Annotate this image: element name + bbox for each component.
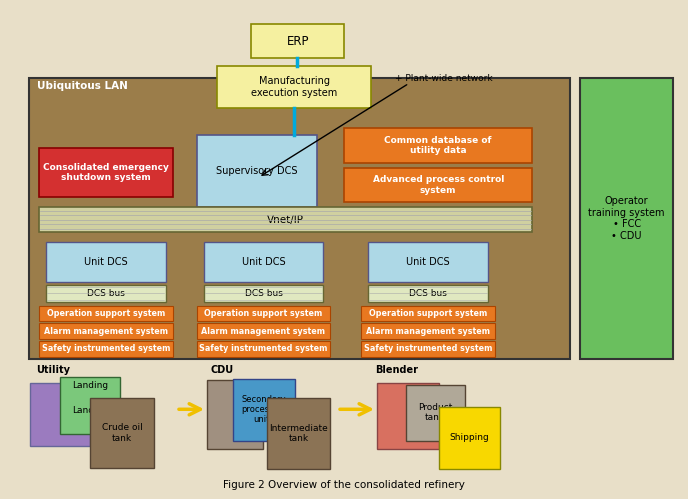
Text: Landing: Landing [72,381,108,390]
Text: Alarm management system: Alarm management system [366,327,490,336]
Text: Ubiquitous LAN: Ubiquitous LAN [37,81,128,91]
Text: ERP: ERP [286,34,309,47]
Text: Secondary
processing
units: Secondary processing units [241,395,287,425]
FancyBboxPatch shape [377,383,438,449]
Text: Figure 2 Overview of the consolidated refinery: Figure 2 Overview of the consolidated re… [223,480,465,490]
Text: Landing: Landing [72,406,108,415]
FancyBboxPatch shape [29,78,570,359]
FancyBboxPatch shape [361,341,495,357]
Text: Operation support system: Operation support system [204,309,323,318]
FancyBboxPatch shape [39,341,173,357]
Text: Supervisory DCS: Supervisory DCS [216,166,297,176]
Text: DCS bus: DCS bus [87,289,125,298]
Text: Alarm management system: Alarm management system [202,327,325,336]
FancyBboxPatch shape [60,377,120,434]
Text: Operator
training system
• FCC
• CDU: Operator training system • FCC • CDU [588,196,665,241]
FancyBboxPatch shape [39,207,533,232]
FancyBboxPatch shape [406,385,464,441]
Text: Unit DCS: Unit DCS [406,257,450,267]
FancyBboxPatch shape [368,242,488,282]
FancyBboxPatch shape [581,78,673,359]
FancyBboxPatch shape [39,148,173,198]
Text: Unit DCS: Unit DCS [241,257,286,267]
FancyBboxPatch shape [233,379,294,441]
FancyBboxPatch shape [361,305,495,321]
Text: Safety instrumented system: Safety instrumented system [42,344,170,353]
FancyBboxPatch shape [344,168,533,203]
FancyBboxPatch shape [204,242,323,282]
Text: Intermediate
tank: Intermediate tank [270,424,328,443]
Text: Vnet/IP: Vnet/IP [267,215,304,225]
FancyBboxPatch shape [344,128,533,163]
Text: Blender: Blender [375,365,418,375]
Text: Utility: Utility [36,365,69,375]
FancyBboxPatch shape [197,323,330,339]
FancyBboxPatch shape [368,285,488,301]
FancyBboxPatch shape [204,285,323,301]
Text: CDU: CDU [211,365,233,375]
FancyBboxPatch shape [207,380,263,449]
Text: Advanced process control
system: Advanced process control system [372,175,504,195]
Text: Common database of
utility data: Common database of utility data [385,136,492,155]
Text: Unit DCS: Unit DCS [84,257,128,267]
FancyBboxPatch shape [361,323,495,339]
Text: DCS bus: DCS bus [244,289,282,298]
FancyBboxPatch shape [267,398,330,469]
Text: Operation support system: Operation support system [47,309,165,318]
Text: Consolidated emergency
shutdown system: Consolidated emergency shutdown system [43,163,169,182]
FancyBboxPatch shape [217,66,372,108]
Text: Shipping: Shipping [449,433,489,442]
Text: Safety instrumented system: Safety instrumented system [200,344,327,353]
FancyBboxPatch shape [252,24,344,58]
FancyBboxPatch shape [197,341,330,357]
Text: Product
tank: Product tank [418,403,452,423]
Text: Alarm management system: Alarm management system [44,327,168,336]
Text: Safety instrumented system: Safety instrumented system [364,344,492,353]
FancyBboxPatch shape [46,285,166,301]
Text: DCS bus: DCS bus [409,289,447,298]
FancyBboxPatch shape [39,323,173,339]
FancyBboxPatch shape [438,407,500,469]
Text: Manufacturing
execution system: Manufacturing execution system [251,76,337,98]
Text: Operation support system: Operation support system [369,309,487,318]
FancyBboxPatch shape [30,383,90,446]
FancyBboxPatch shape [197,135,316,207]
FancyBboxPatch shape [90,398,153,468]
Text: + Plant-wide network: + Plant-wide network [396,74,493,83]
Text: Crude oil
tank: Crude oil tank [102,424,142,443]
FancyBboxPatch shape [197,305,330,321]
FancyBboxPatch shape [46,242,166,282]
FancyBboxPatch shape [39,305,173,321]
